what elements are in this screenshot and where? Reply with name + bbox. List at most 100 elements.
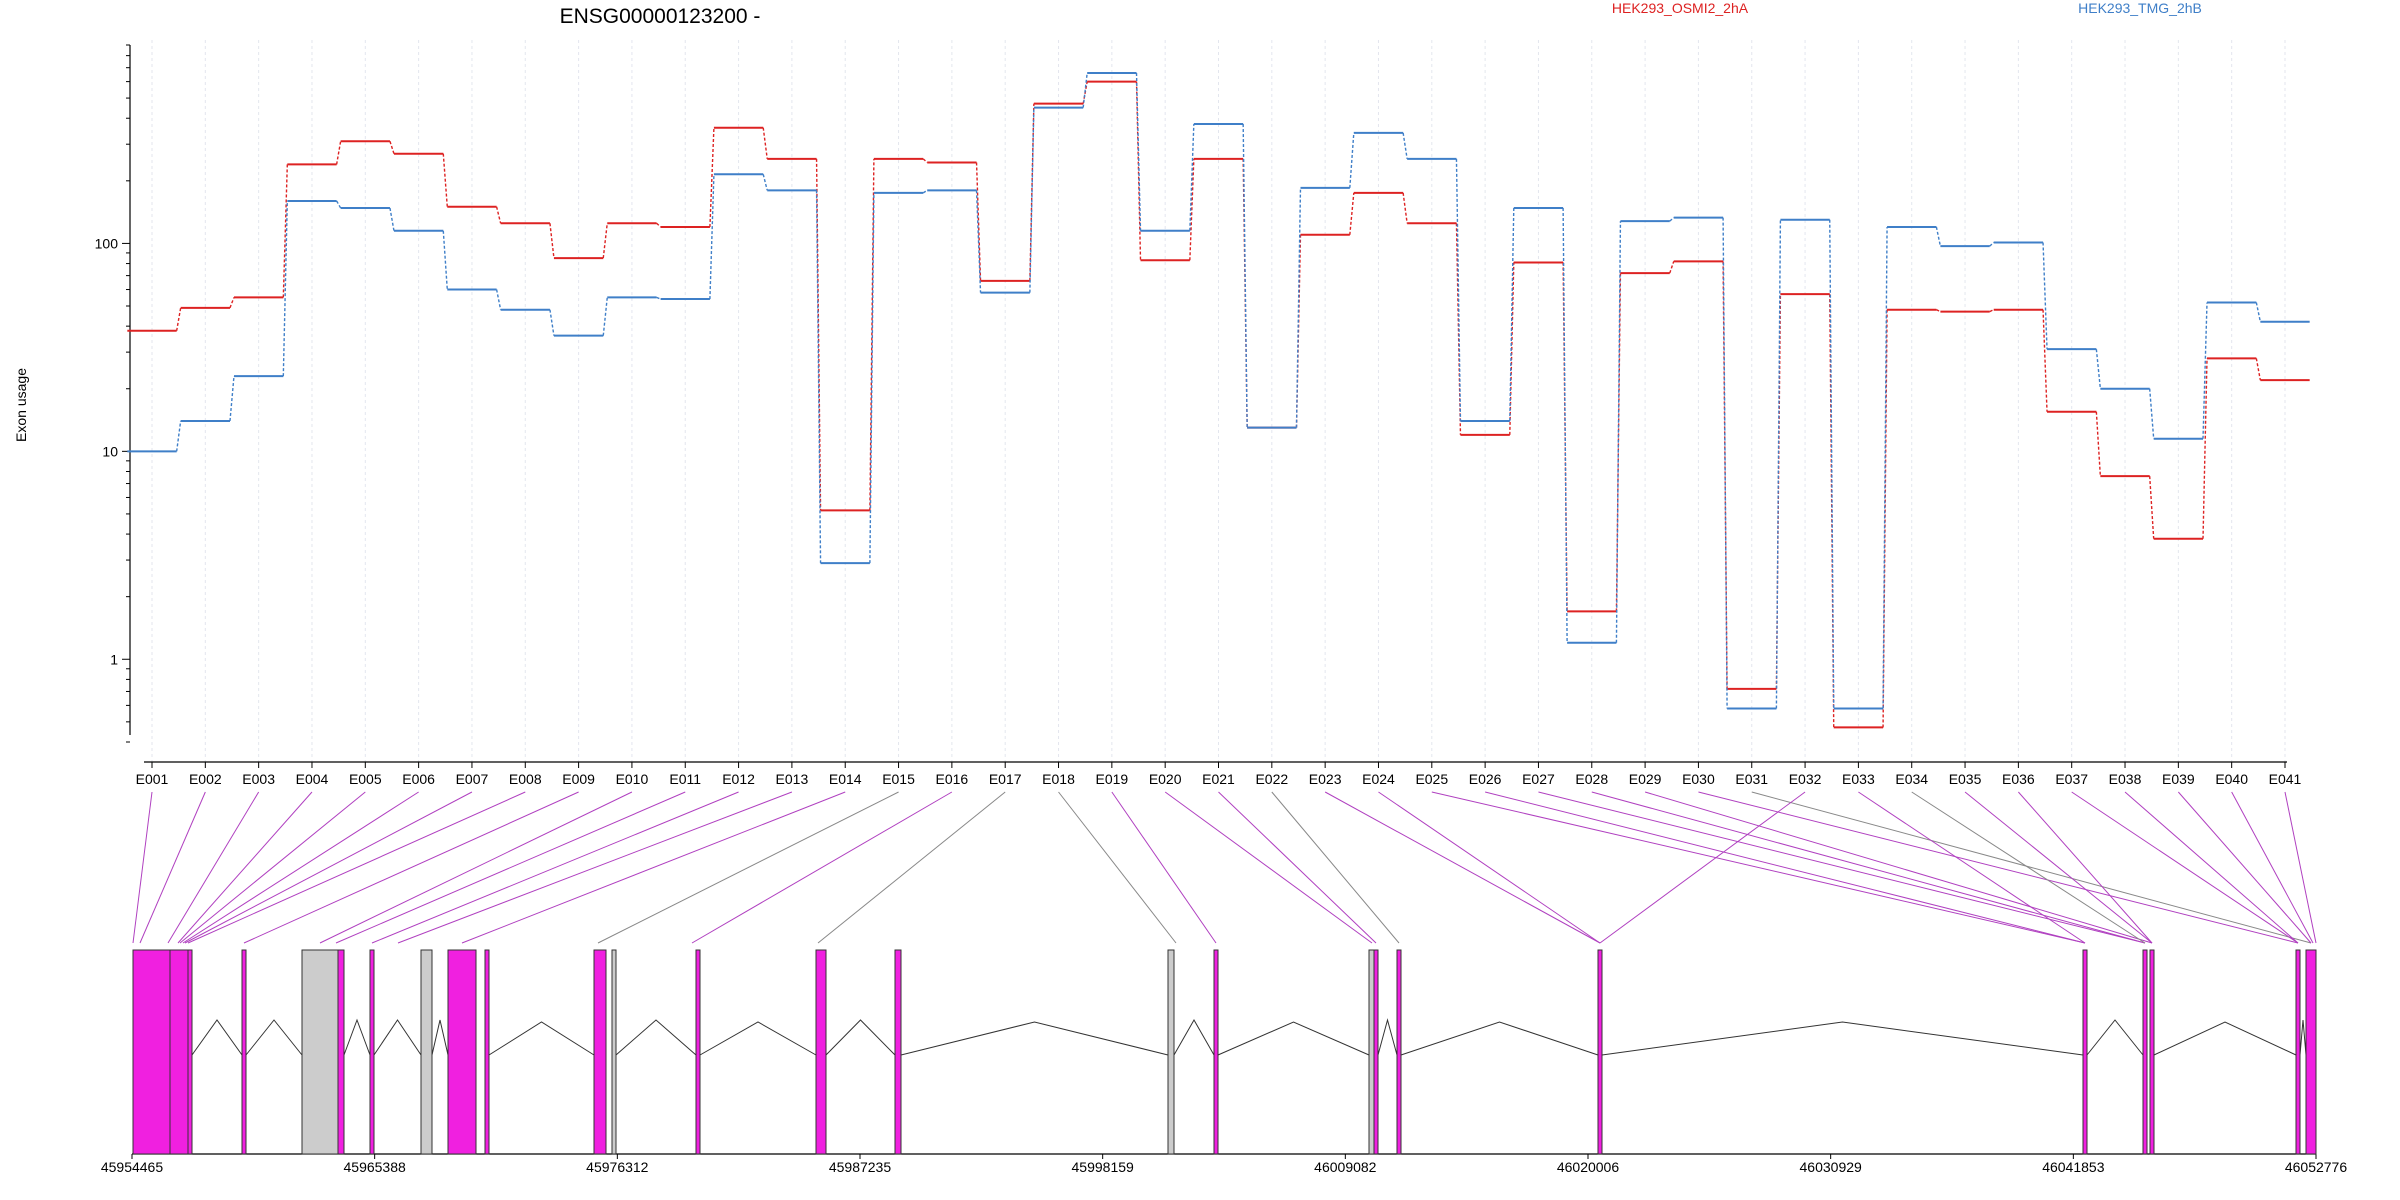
x-tick-label: E039 xyxy=(2162,771,2195,787)
series-transition xyxy=(2095,349,2102,389)
exon-block xyxy=(301,949,339,1155)
exon-block xyxy=(420,949,433,1155)
exon-connector xyxy=(691,791,953,944)
x-tick-label: E009 xyxy=(562,771,595,787)
genomic-tick-label: 45965388 xyxy=(344,1159,407,1175)
series-transition xyxy=(442,230,448,290)
series-transition xyxy=(1829,219,1835,709)
series-transition xyxy=(656,222,662,228)
series-transition xyxy=(2255,358,2262,381)
genomic-tick-label: 45998159 xyxy=(1072,1159,1135,1175)
x-tick-label: E028 xyxy=(1575,771,1608,787)
series-transition xyxy=(1295,187,1302,428)
series-transition xyxy=(389,207,395,231)
x-tick-label: E022 xyxy=(1255,771,1288,787)
exon-connector xyxy=(319,791,633,944)
x-tick-label: E040 xyxy=(2215,771,2248,787)
y-tick-label: 100 xyxy=(95,235,119,251)
genomic-tick-label: 46020006 xyxy=(1557,1159,1620,1175)
series-transition xyxy=(1349,132,1355,188)
series-transition xyxy=(1509,207,1515,421)
series-transition xyxy=(495,206,502,224)
x-tick-label: E002 xyxy=(189,771,222,787)
x-tick-label: E023 xyxy=(1309,771,1342,787)
series-transition xyxy=(2255,302,2262,322)
x-tick-label: E012 xyxy=(722,771,755,787)
x-tick-label: E018 xyxy=(1042,771,1075,787)
exon-block-highlighted xyxy=(241,949,247,1155)
intron-line xyxy=(191,1019,243,1056)
exon-connector xyxy=(184,791,473,944)
exon-block-highlighted xyxy=(815,949,827,1155)
exon-block-highlighted xyxy=(369,949,375,1155)
exon-connectors xyxy=(132,791,2317,944)
genomic-tick-label: 46030929 xyxy=(1800,1159,1863,1175)
series-transition xyxy=(762,174,768,191)
exon-connector xyxy=(179,791,366,944)
intron-line xyxy=(1173,1018,1215,1056)
x-tick-label: E038 xyxy=(2109,771,2142,787)
series-transition xyxy=(869,192,875,564)
intron-line xyxy=(699,1021,817,1056)
series-transition xyxy=(1029,107,1035,293)
series-transition xyxy=(922,158,928,164)
series-transition xyxy=(602,223,608,259)
exon-connector xyxy=(1058,791,1177,944)
exon-block-highlighted xyxy=(2142,949,2148,1155)
exon-block-highlighted xyxy=(1213,949,1219,1155)
series-transition xyxy=(2042,309,2048,412)
exon-connector xyxy=(397,791,793,944)
exon-block-highlighted xyxy=(1373,949,1379,1155)
series-transition xyxy=(922,189,928,194)
series-transition xyxy=(389,141,395,154)
genomic-tick-label: 46009082 xyxy=(1314,1159,1377,1175)
series-transition xyxy=(549,223,555,259)
exon-connector xyxy=(1324,791,1601,944)
intron-line xyxy=(1377,1018,1398,1056)
series-transition xyxy=(1189,158,1195,261)
exon-connector xyxy=(1485,791,2086,944)
exon-block-highlighted xyxy=(447,949,477,1155)
series-transition xyxy=(2095,411,2102,477)
exon-connector xyxy=(1858,791,2086,944)
x-tick-label: E030 xyxy=(1682,771,1715,787)
exon-connector xyxy=(597,791,899,944)
series-transition xyxy=(282,200,289,377)
exon-connector xyxy=(187,791,526,944)
series-transition xyxy=(1135,72,1142,231)
legend-series-a: HEK293_OSMI2_2hA xyxy=(1612,0,1749,16)
intron-line xyxy=(1601,1021,2084,1056)
series-transition xyxy=(2148,388,2155,439)
exon-connector xyxy=(371,791,739,944)
x-tick-label: E024 xyxy=(1362,771,1395,787)
series-transition xyxy=(495,289,502,310)
exon-block-highlighted xyxy=(2305,949,2317,1155)
x-tick-label: E004 xyxy=(296,771,329,787)
exon-block-highlighted xyxy=(187,949,193,1155)
exon-block-highlighted xyxy=(132,949,171,1155)
exon-connector xyxy=(817,791,1006,944)
intron-line xyxy=(1217,1021,1370,1056)
genomic-tick-label: 45976312 xyxy=(586,1159,649,1175)
intron-line xyxy=(2153,1021,2297,1056)
series-transition xyxy=(2042,242,2048,350)
intron-line xyxy=(343,1018,371,1056)
x-tick-label: E001 xyxy=(136,771,169,787)
exon-block xyxy=(611,949,617,1155)
series-transition xyxy=(709,174,715,300)
y-tick-label: 1 xyxy=(110,651,118,667)
axes xyxy=(122,44,2287,768)
intron-line xyxy=(2299,1019,2307,1056)
series-transition xyxy=(1562,208,1568,643)
x-tick-label: E035 xyxy=(1949,771,1982,787)
x-tick-label: E015 xyxy=(882,771,915,787)
intron-line xyxy=(825,1019,896,1056)
chart-title: ENSG00000123200 - xyxy=(560,5,761,28)
vertical-gridlines xyxy=(151,40,2286,762)
series-transition xyxy=(1775,219,1782,709)
series-transition xyxy=(1615,221,1622,643)
x-tick-label: E034 xyxy=(1895,771,1928,787)
x-tick-label: E011 xyxy=(669,771,701,787)
exon-block-highlighted xyxy=(894,949,902,1155)
gene-model xyxy=(131,949,2317,1159)
